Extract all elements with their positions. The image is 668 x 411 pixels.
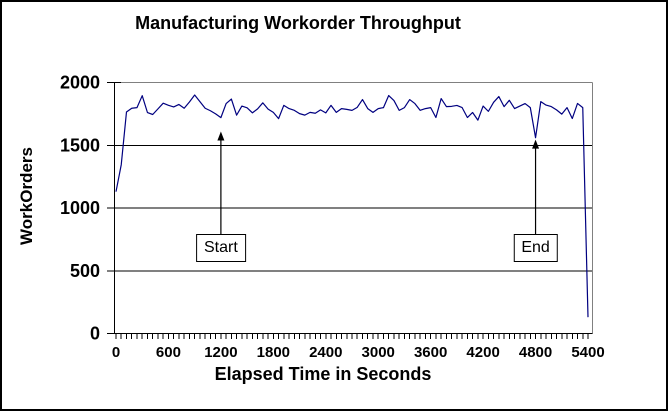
y-tick-label: 500 (70, 261, 100, 281)
x-tick-label: 0 (112, 344, 120, 361)
y-tick-label: 1000 (60, 198, 100, 218)
annotation-arrows (217, 131, 540, 235)
x-tick-label: 1200 (204, 344, 237, 361)
x-axis-title: Elapsed Time in Seconds (214, 364, 432, 384)
y-tick-label: 1500 (60, 135, 100, 155)
data-line-workorders (115, 94, 589, 318)
plot-border (114, 82, 593, 334)
annotation-arrowhead (217, 131, 225, 141)
y-axis-title: WorkOrders (17, 147, 36, 245)
y-tick-label: 2000 (60, 73, 100, 93)
y-tick-label: 0 (90, 324, 100, 344)
x-tick-label: 5400 (571, 344, 604, 361)
x-tick-label: 4200 (466, 344, 499, 361)
x-tick-label: 2400 (309, 344, 342, 361)
annotation-start-box: Start (195, 234, 246, 262)
annotation-arrowhead (532, 139, 540, 149)
gridlines (114, 144, 593, 272)
x-tick-label: 4800 (519, 344, 552, 361)
x-tick-labels: 0 600 1200 1800 2400 3000 3600 4200 4800 5400 (112, 344, 605, 361)
chart-title: Manufacturing Workorder Throughput (135, 13, 461, 33)
axes (107, 82, 593, 339)
x-tick-label: 600 (156, 344, 181, 361)
x-tick-label: 1800 (257, 344, 290, 361)
x-tick-label: 3600 (414, 344, 447, 361)
y-tick-labels: 0 500 1000 1500 2000 (60, 73, 100, 344)
x-tick-label: 3000 (362, 344, 395, 361)
annotation-end-box: End (513, 234, 558, 262)
